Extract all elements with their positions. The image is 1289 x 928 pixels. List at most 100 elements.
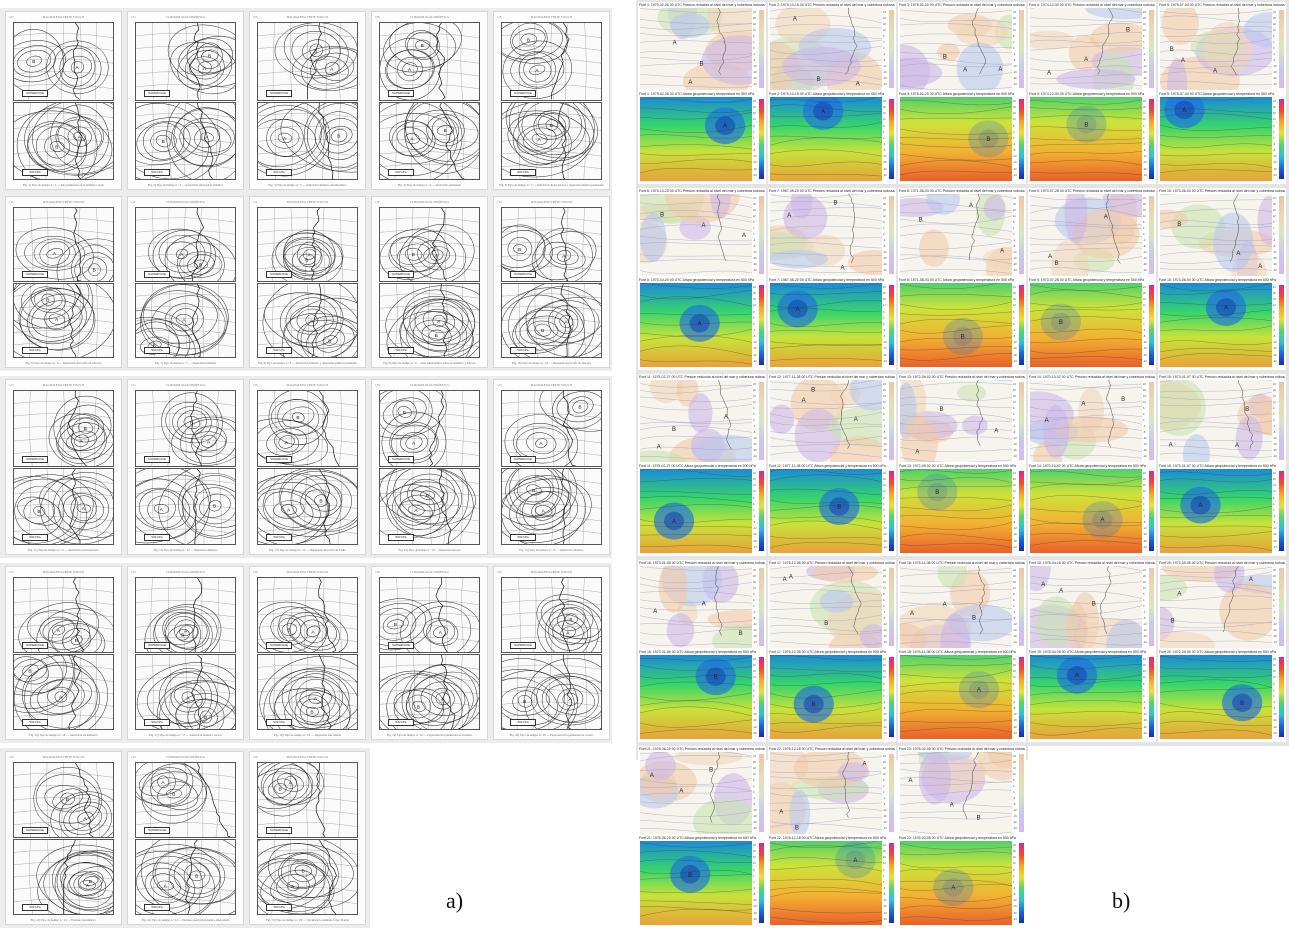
scale-tick: 20 bbox=[883, 850, 886, 854]
page-number: 124 bbox=[131, 383, 136, 387]
isobar-sketch: AB bbox=[14, 284, 113, 357]
surface-pressure-map: A B SUPERFICIE bbox=[13, 207, 114, 282]
geopotential-500hpa-map: A bbox=[1160, 469, 1272, 553]
scale-tick: 0 bbox=[1143, 419, 1145, 422]
scale-tick: 16 bbox=[883, 581, 886, 584]
geopotential-field: A bbox=[640, 469, 752, 553]
map-title: Altura geopotencial y temperatura en 500… bbox=[682, 278, 755, 282]
scale-tick: -24 bbox=[1273, 731, 1277, 735]
scale-tick: 8 bbox=[1013, 35, 1015, 38]
scale-tick: 20 bbox=[883, 478, 886, 482]
scale-tick: 20 bbox=[883, 761, 886, 764]
sea-level-pressure-map: A B A bbox=[900, 566, 1012, 648]
geopotential-500hpa-map: B bbox=[640, 841, 752, 925]
scale-tick: -24 bbox=[1273, 545, 1277, 549]
scale-tick: -20 bbox=[1143, 353, 1147, 357]
scale-tick: -24 bbox=[753, 83, 757, 86]
scale-tick: -20 bbox=[1143, 635, 1147, 638]
map-title: Presion reducida al nivel del mar y cobe… bbox=[812, 189, 895, 193]
scale-tick: -24 bbox=[1013, 827, 1017, 830]
height-label-box: 500 hPa bbox=[144, 904, 170, 911]
scale-tick: 16 bbox=[883, 395, 886, 398]
scale-tick: 24 bbox=[1273, 286, 1276, 289]
svg-text:A: A bbox=[289, 780, 293, 786]
scale-tick: 4 bbox=[753, 227, 755, 230]
sea-level-pressure-map: A B A bbox=[640, 752, 752, 834]
scale-tick: 8 bbox=[753, 593, 755, 596]
svg-text:B: B bbox=[532, 488, 535, 494]
scale-tick: -20 bbox=[1143, 539, 1147, 543]
surface-label-box: SUPERFICIE bbox=[144, 827, 170, 834]
scale-tick: 4 bbox=[883, 130, 885, 134]
pressure-field: ABA bbox=[1030, 194, 1142, 276]
scale-tick: -4 bbox=[1013, 239, 1016, 242]
svg-text:B: B bbox=[569, 617, 572, 623]
color-scale bbox=[889, 657, 894, 737]
map-date: 1976-06-29 00 UTC bbox=[652, 747, 684, 751]
scale-tick: 0 bbox=[883, 508, 885, 512]
height-label-box: 500 hPa bbox=[266, 169, 292, 176]
scale-tick: 8 bbox=[753, 407, 755, 410]
scale-tick: 16 bbox=[753, 209, 756, 212]
scale-tick: -16 bbox=[1273, 443, 1277, 446]
scale-tick: 20 bbox=[883, 106, 886, 110]
scale-tick: 24 bbox=[1143, 100, 1146, 103]
scale-tick: -24 bbox=[1143, 641, 1147, 644]
scale-tick: -20 bbox=[1143, 167, 1147, 171]
scale-tick: 4 bbox=[1013, 502, 1015, 506]
scale-tick: -12 bbox=[1143, 251, 1147, 254]
scale-tick: -12 bbox=[753, 155, 757, 159]
type-id: Font 5 bbox=[1159, 92, 1169, 96]
isobar-sketch: AB bbox=[14, 578, 113, 652]
svg-text:B: B bbox=[46, 298, 49, 304]
isobar-sketch: AB bbox=[502, 284, 601, 357]
figure-header: MAGDALENA VERTE TOLLOT bbox=[286, 200, 329, 204]
sea-level-pressure-map: A B A bbox=[900, 8, 1012, 90]
scale-tick: 24 bbox=[753, 286, 756, 289]
scale-tick: 20 bbox=[753, 17, 756, 20]
type-id: Font 21 bbox=[639, 747, 651, 751]
weather-type-panel: Font 13: 1972-09-02 00 UTC Presion reduc… bbox=[898, 374, 1026, 556]
scale-tick: 16 bbox=[883, 112, 886, 116]
type-id: Font 7 bbox=[769, 189, 779, 193]
scale-tick: 20 bbox=[883, 203, 886, 206]
scale-ticks: 24 20 16 12 8 4 0 -4 -8 -12 -16 -20 -24 bbox=[753, 285, 758, 365]
map-title: Altura geopotencial y temperatura en 500… bbox=[1204, 650, 1276, 654]
pressure-field: ABA bbox=[770, 8, 882, 90]
sea-level-pressure-map: A B A bbox=[1160, 380, 1272, 462]
scale-tick: 0 bbox=[1273, 605, 1275, 608]
sea-level-pressure-map: A B A bbox=[1030, 380, 1142, 462]
scale-tick: 12 bbox=[883, 118, 886, 122]
geopotential-field: B bbox=[1030, 283, 1142, 367]
svg-text:B: B bbox=[1084, 122, 1088, 128]
map-title: Presion reducida al nivel del mar y cobe… bbox=[1074, 375, 1155, 379]
svg-text:A: A bbox=[439, 630, 443, 636]
scale-tick: 0 bbox=[883, 322, 885, 326]
type-id: Font 14 bbox=[1029, 375, 1041, 379]
scale-tick: -16 bbox=[1273, 71, 1277, 74]
geopotential-500hpa-map: B bbox=[1160, 655, 1272, 739]
scale-tick: 8 bbox=[1143, 682, 1145, 686]
svg-text:A: A bbox=[283, 135, 287, 141]
scale-tick: 0 bbox=[883, 419, 885, 422]
scale-ticks: 24 20 16 12 8 4 0 -4 -8 -12 -16 -20 -24 bbox=[753, 10, 758, 88]
scale-tick: 20 bbox=[1273, 203, 1276, 206]
scale-tick: 16 bbox=[1013, 23, 1016, 26]
sea-level-pressure-map: A B A bbox=[1160, 8, 1272, 90]
scale-tick: 16 bbox=[753, 581, 756, 584]
surface-pressure-map: A B SUPERFICIE bbox=[379, 207, 480, 282]
svg-text:B: B bbox=[278, 786, 281, 792]
page-number: 130 bbox=[497, 383, 502, 387]
svg-text:A: A bbox=[182, 318, 186, 324]
color-scale bbox=[1019, 99, 1024, 179]
map-title: Altura geopotencial y temperatura en 500… bbox=[944, 650, 1016, 654]
svg-text:A: A bbox=[412, 440, 416, 446]
bottom-map-title: Font 13: 1972-09-02 00 UTC Altura geopot… bbox=[899, 464, 1016, 468]
scale-tick: -20 bbox=[1013, 539, 1017, 543]
svg-text:A: A bbox=[1182, 108, 1186, 114]
map-title: Presion reducida al nivel del mar y cobe… bbox=[684, 747, 765, 751]
scale-tick: -8 bbox=[753, 803, 756, 806]
scale-tick: 16 bbox=[753, 670, 756, 674]
scale-tick: 16 bbox=[753, 23, 756, 26]
